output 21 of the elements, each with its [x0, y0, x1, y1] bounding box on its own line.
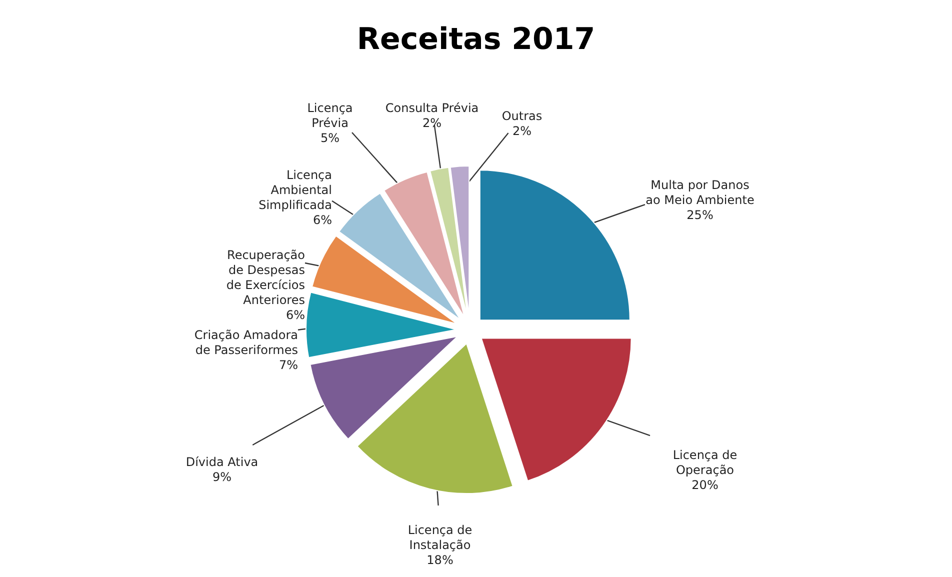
data-label: 20% [692, 478, 718, 492]
data-label: 6% [286, 308, 305, 322]
data-label: 9% [212, 470, 232, 484]
data-label: 25% [686, 208, 714, 222]
slice-label: Licença de Instalação [408, 523, 472, 552]
slice-label: Consulta Prévia [385, 101, 479, 115]
slice-label: Multa por Danos ao Meio Ambiente [646, 178, 754, 207]
data-label: 2% [422, 116, 442, 130]
data-label: 2% [512, 124, 532, 138]
slice-label: Licença de Operação [672, 448, 738, 477]
slice-label: Criação Amadora de Passeriformes [194, 328, 298, 357]
data-label: 7% [278, 358, 298, 372]
data-label: 18% [426, 553, 454, 567]
data-label: 6% [312, 213, 332, 227]
slice-label: Dívida Ativa [186, 455, 258, 469]
chart-title: Receitas 2017 [356, 22, 596, 57]
slice-label: Recuperação de Despesas de Exercícios Anteriores [226, 248, 305, 307]
slice-label: Licença Ambiental Simplificada [258, 168, 332, 212]
slice-label: Licença Prévia [307, 101, 353, 130]
data-label: 5% [320, 131, 340, 145]
slice-label: Outras [502, 109, 542, 123]
